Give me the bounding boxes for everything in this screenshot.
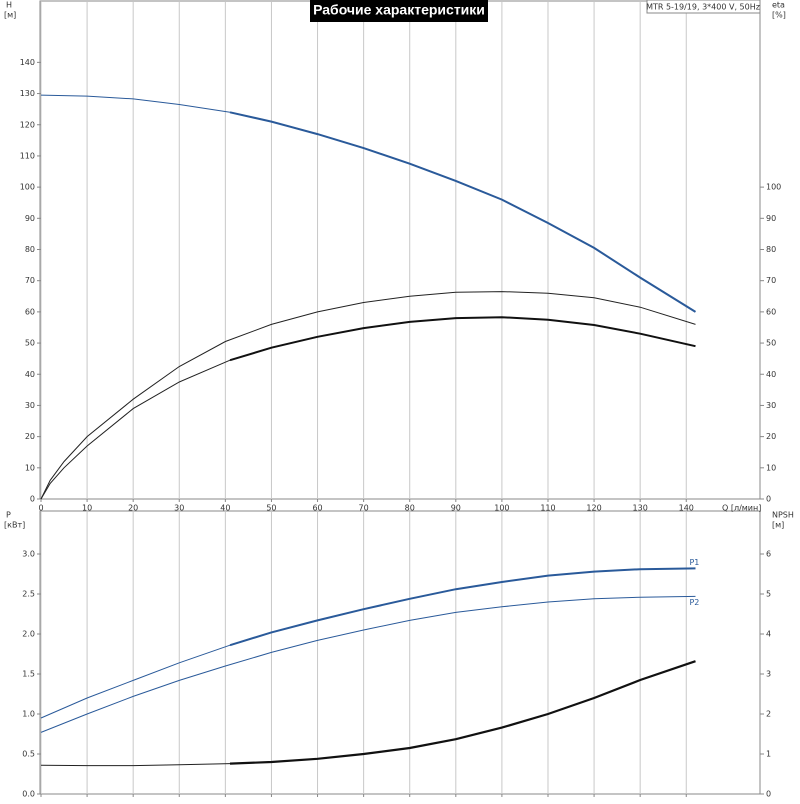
y2-tick-label: 2 — [766, 710, 771, 719]
chart-title: Рабочие характеристики — [313, 2, 485, 18]
x-tick-label: 100 — [494, 504, 509, 513]
y-tick-label: 1.5 — [22, 670, 35, 679]
y2-axis-label: eta — [772, 1, 785, 10]
y-tick-label: 1.0 — [22, 710, 35, 719]
curve — [40, 359, 231, 500]
y2-tick-label: 1 — [766, 750, 771, 759]
plot-frame — [39, 510, 761, 795]
curve — [40, 644, 231, 719]
y2-tick-label: 40 — [766, 370, 776, 379]
x-tick-label: 130 — [633, 504, 648, 513]
y-tick-label: 140 — [20, 58, 35, 67]
y2-tick-label: 70 — [766, 276, 776, 285]
y2-tick-label: 0 — [766, 495, 771, 504]
x-tick-label: 10 — [82, 504, 92, 513]
y-tick-label: 0.5 — [22, 750, 35, 759]
x-tick-label: 90 — [451, 504, 461, 513]
x-tick-label: 110 — [540, 504, 555, 513]
y2-tick-label: 80 — [766, 245, 776, 254]
x-tick-label: 40 — [220, 504, 230, 513]
x-tick-label: 140 — [679, 504, 694, 513]
y2-tick-label: 90 — [766, 214, 776, 223]
y-tick-label: 20 — [25, 432, 35, 441]
x-tick-label: 120 — [586, 504, 601, 513]
y-tick-label: 100 — [20, 183, 35, 192]
y-tick-label: 2.5 — [22, 590, 35, 599]
y-axis-label: H — [6, 1, 12, 10]
curve-label: P2 — [689, 598, 699, 607]
note-box — [646, 0, 761, 14]
y2-tick-label: 50 — [766, 339, 776, 348]
curve — [40, 595, 696, 733]
curve — [229, 660, 696, 765]
curve — [40, 291, 696, 500]
y2-tick-label: 60 — [766, 307, 776, 316]
x-tick-label: 0 — [38, 504, 43, 513]
y-tick-label: 120 — [20, 120, 35, 129]
x-axis-label: Q [л/мин] — [722, 504, 761, 513]
y2-tick-label: 100 — [766, 183, 781, 192]
y-tick-label: 110 — [20, 151, 35, 160]
curve-label: P1 — [689, 558, 699, 567]
y2-tick-label: 20 — [766, 432, 776, 441]
y2-tick-label: 6 — [766, 550, 771, 559]
y-tick-label: 80 — [25, 245, 35, 254]
y-tick-label: 40 — [25, 370, 35, 379]
y-tick-label: 30 — [25, 401, 35, 410]
x-tick-label: 60 — [312, 504, 322, 513]
y2-tick-label: 3 — [766, 670, 771, 679]
y2-tick-label: 0 — [766, 790, 771, 799]
x-tick-label: 30 — [174, 504, 184, 513]
curve — [229, 316, 696, 362]
y-tick-label: 60 — [25, 307, 35, 316]
x-tick-label: 80 — [405, 504, 415, 513]
y2-tick-label: 10 — [766, 463, 776, 472]
title-box — [310, 0, 488, 22]
y-tick-label: 10 — [25, 463, 35, 472]
curve — [40, 94, 231, 113]
x-tick-label: 20 — [128, 504, 138, 513]
curve — [229, 111, 697, 313]
y-axis-label: P — [6, 511, 11, 520]
y-tick-label: 2.0 — [22, 630, 35, 639]
y2-tick-label: 30 — [766, 401, 776, 410]
y2-tick-label: 5 — [766, 590, 771, 599]
y-tick-label: 130 — [20, 89, 35, 98]
y-tick-label: 0 — [30, 495, 35, 504]
x-tick-label: 70 — [359, 504, 369, 513]
y-tick-label: 50 — [25, 339, 35, 348]
y-axis-unit: [м] — [4, 11, 16, 20]
note: MTR 5-19/19, 3*400 V, 50Hz — [646, 3, 760, 12]
curve — [229, 567, 696, 647]
y-tick-label: 90 — [25, 214, 35, 223]
y2-tick-label: 4 — [766, 630, 771, 639]
y-tick-label: 70 — [25, 276, 35, 285]
y2-axis-unit: [м] — [772, 521, 784, 530]
y-tick-label: 0.0 — [22, 790, 35, 799]
y2-axis-unit: [%] — [772, 11, 786, 20]
y2-axis-label: NPSH — [772, 511, 794, 520]
x-tick-label: 50 — [266, 504, 276, 513]
y-tick-label: 3.0 — [22, 550, 35, 559]
y-axis-unit: [кВт] — [4, 521, 25, 530]
curve — [40, 763, 231, 767]
